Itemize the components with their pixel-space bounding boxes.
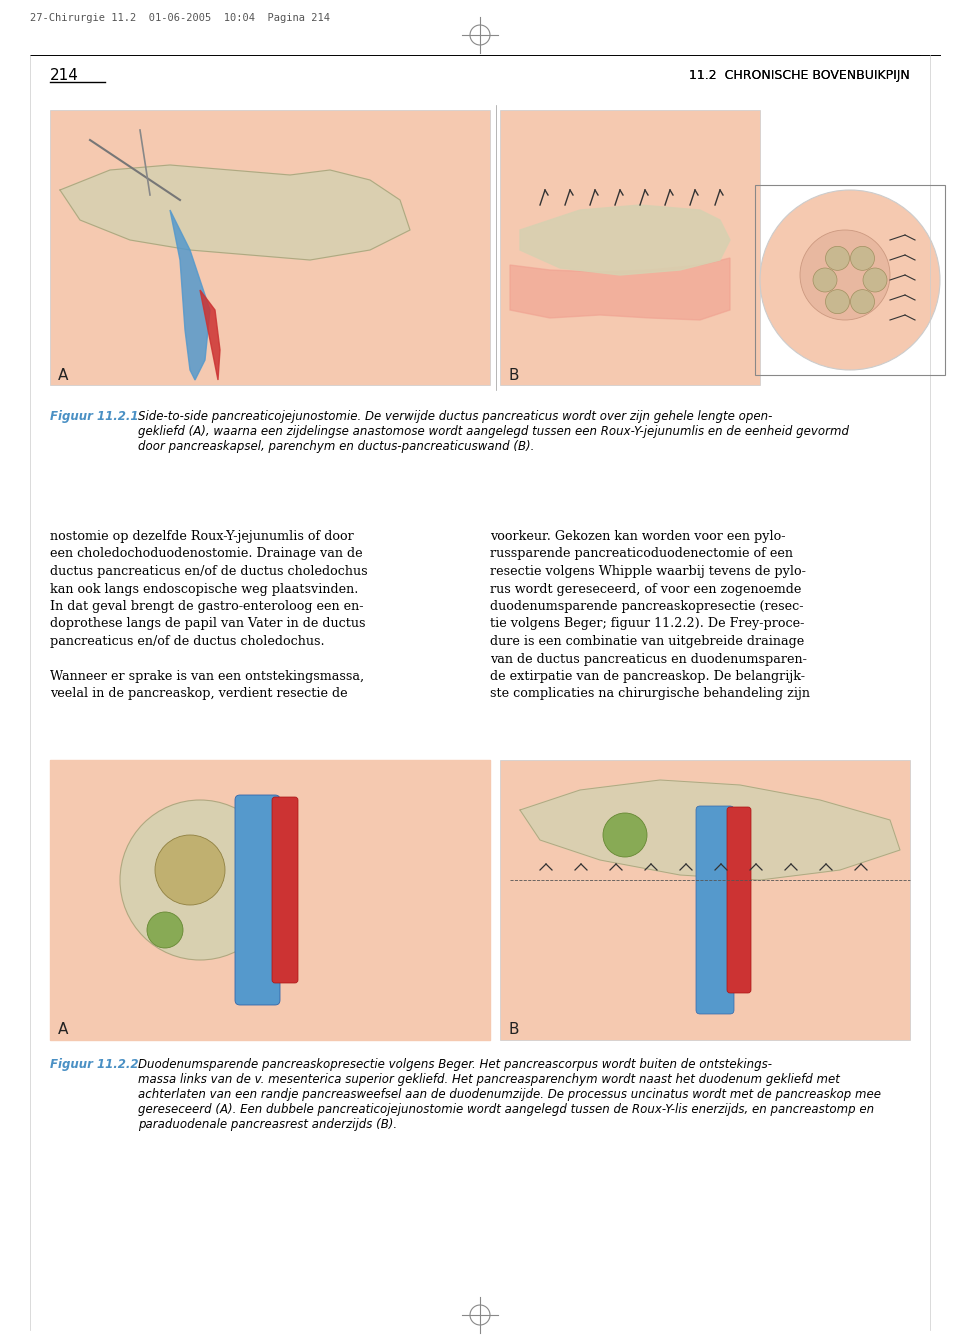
Polygon shape xyxy=(520,780,900,880)
Text: russparende pancreaticoduodenectomie of een: russparende pancreaticoduodenectomie of … xyxy=(490,547,793,560)
Polygon shape xyxy=(510,258,730,320)
Text: 27-Chirurgie 11.2  01-06-2005  10:04  Pagina 214: 27-Chirurgie 11.2 01-06-2005 10:04 Pagin… xyxy=(30,13,330,23)
FancyBboxPatch shape xyxy=(235,796,280,1005)
Text: duodenumsparende pancreaskopresectie (resec-: duodenumsparende pancreaskopresectie (re… xyxy=(490,599,804,613)
Circle shape xyxy=(120,800,280,960)
Text: veelal in de pancreaskop, verdient resectie de: veelal in de pancreaskop, verdient resec… xyxy=(50,688,348,700)
FancyBboxPatch shape xyxy=(50,759,490,1040)
Text: pancreaticus en/of de ductus choledochus.: pancreaticus en/of de ductus choledochus… xyxy=(50,634,324,648)
Text: 214: 214 xyxy=(50,67,79,82)
Text: Side-to-side pancreaticojejunostomie. De verwijde ductus pancreaticus wordt over: Side-to-side pancreaticojejunostomie. De… xyxy=(138,410,849,453)
FancyBboxPatch shape xyxy=(727,806,751,993)
Text: resectie volgens Whipple waarbij tevens de pylo-: resectie volgens Whipple waarbij tevens … xyxy=(490,564,805,578)
Text: voorkeur. Gekozen kan worden voor een pylo-: voorkeur. Gekozen kan worden voor een py… xyxy=(490,530,785,543)
Text: tie volgens Beger; figuur 11.2.2). De Frey-proce-: tie volgens Beger; figuur 11.2.2). De Fr… xyxy=(490,617,804,630)
Text: een choledochoduodenostomie. Drainage van de: een choledochoduodenostomie. Drainage va… xyxy=(50,547,363,560)
Circle shape xyxy=(603,813,647,857)
Circle shape xyxy=(155,835,225,905)
Circle shape xyxy=(851,290,875,313)
Text: A: A xyxy=(58,367,68,383)
Polygon shape xyxy=(520,206,730,276)
Text: 11.2  CHRONISCHE BOVENBUIKPIJN: 11.2 CHRONISCHE BOVENBUIKPIJN xyxy=(689,69,910,82)
Circle shape xyxy=(760,190,940,370)
Text: de extirpatie van de pancreaskop. De belangrijk-: de extirpatie van de pancreaskop. De bel… xyxy=(490,671,805,683)
Circle shape xyxy=(800,230,890,320)
Text: nostomie op dezelfde Roux-Y-jejunumlis of door: nostomie op dezelfde Roux-Y-jejunumlis o… xyxy=(50,530,353,543)
Text: Duodenumsparende pancreaskopresectie volgens Beger. Het pancreascorpus wordt bui: Duodenumsparende pancreaskopresectie vol… xyxy=(138,1058,881,1132)
Circle shape xyxy=(863,267,887,292)
Text: dure is een combinatie van uitgebreide drainage: dure is een combinatie van uitgebreide d… xyxy=(490,634,804,648)
Text: 11.2  CHRONISCHE BOVENBUIKPIJN: 11.2 CHRONISCHE BOVENBUIKPIJN xyxy=(689,69,910,82)
Text: Wanneer er sprake is van een ontstekingsmassa,: Wanneer er sprake is van een ontstekings… xyxy=(50,671,364,683)
Circle shape xyxy=(147,913,183,948)
FancyBboxPatch shape xyxy=(50,110,490,384)
Circle shape xyxy=(826,290,850,313)
Text: doprothese langs de papil van Vater in de ductus: doprothese langs de papil van Vater in d… xyxy=(50,617,366,630)
Text: A: A xyxy=(58,1023,68,1038)
Text: rus wordt gereseceerd, of voor een zogenoemde: rus wordt gereseceerd, of voor een zogen… xyxy=(490,582,802,595)
Text: kan ook langs endoscopische weg plaatsvinden.: kan ook langs endoscopische weg plaatsvi… xyxy=(50,582,358,595)
Text: B: B xyxy=(508,367,518,383)
Circle shape xyxy=(851,246,875,270)
Text: Figuur 11.2.2: Figuur 11.2.2 xyxy=(50,1058,147,1071)
FancyBboxPatch shape xyxy=(500,759,910,1040)
FancyBboxPatch shape xyxy=(500,110,760,384)
Text: In dat geval brengt de gastro-enteroloog een en-: In dat geval brengt de gastro-enteroloog… xyxy=(50,599,364,613)
Circle shape xyxy=(813,267,837,292)
Polygon shape xyxy=(200,290,220,380)
FancyBboxPatch shape xyxy=(696,806,734,1013)
Polygon shape xyxy=(50,759,490,1040)
Text: ste complicaties na chirurgische behandeling zijn: ste complicaties na chirurgische behande… xyxy=(490,688,810,700)
Circle shape xyxy=(826,246,850,270)
Polygon shape xyxy=(170,210,210,380)
Text: ductus pancreaticus en/of de ductus choledochus: ductus pancreaticus en/of de ductus chol… xyxy=(50,564,368,578)
FancyBboxPatch shape xyxy=(272,797,298,982)
Text: Figuur 11.2.1: Figuur 11.2.1 xyxy=(50,410,147,423)
Text: van de ductus pancreaticus en duodenumsparen-: van de ductus pancreaticus en duodenumsp… xyxy=(490,652,806,665)
Polygon shape xyxy=(60,165,410,259)
Text: B: B xyxy=(508,1023,518,1038)
